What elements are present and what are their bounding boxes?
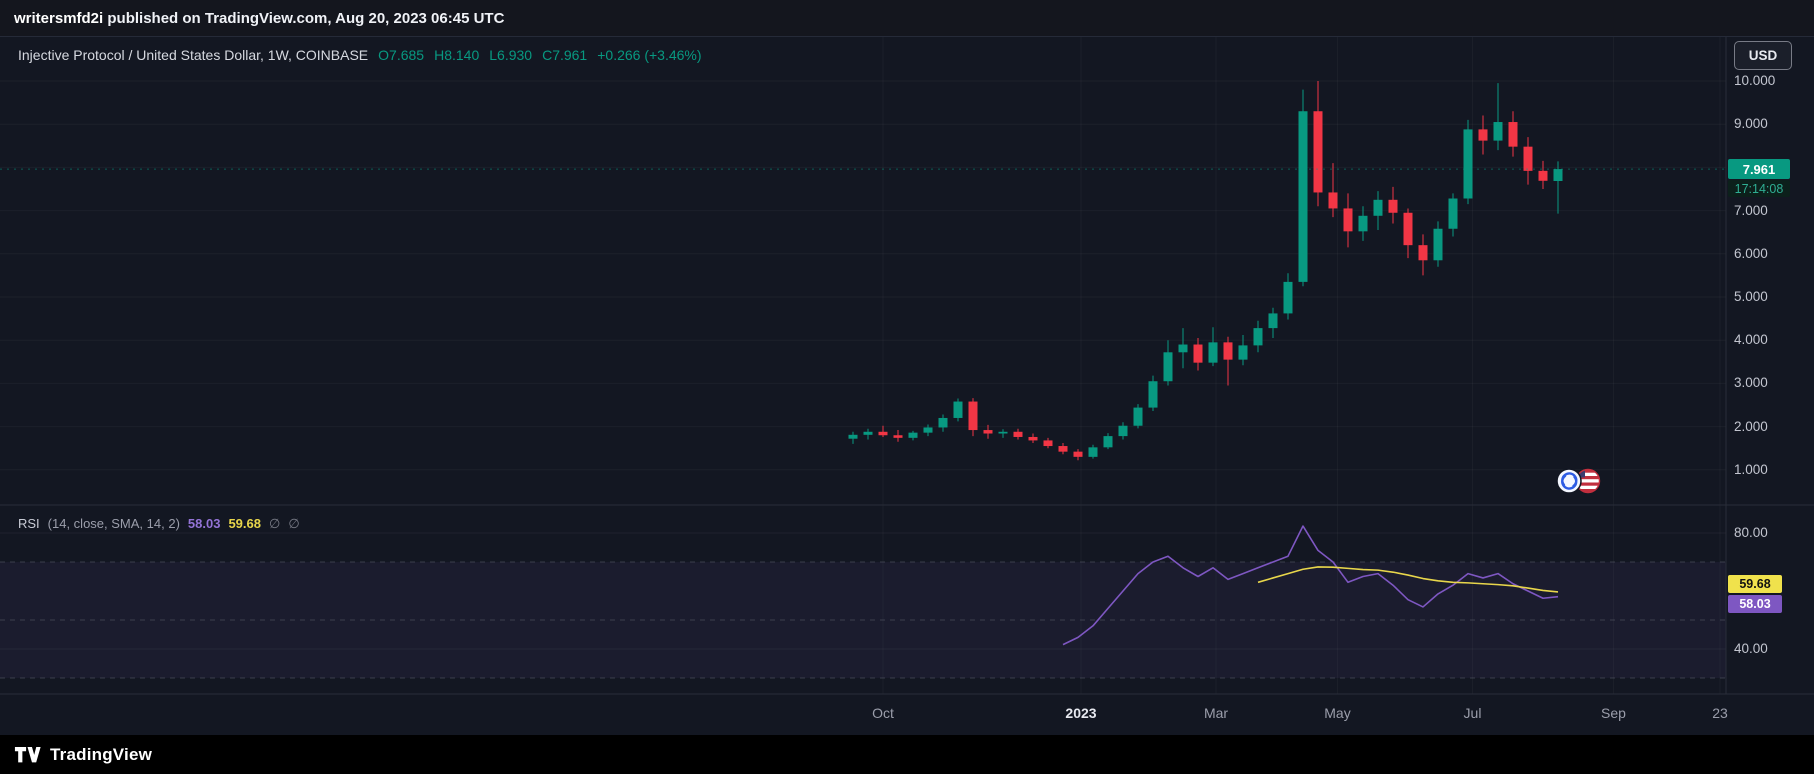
- tradingview-wordmark[interactable]: TradingView: [50, 744, 153, 764]
- rsi-legend: RSI (14, close, SMA, 14, 2) 58.03 59.68 …: [18, 516, 300, 532]
- rsi-value-badge: 58.03: [1728, 595, 1782, 613]
- current-price-badge: 7.961: [1728, 159, 1790, 179]
- usd-flag-icon: [1576, 469, 1600, 493]
- time-tick-label: Sep: [1601, 705, 1626, 721]
- time-tick-label: May: [1324, 705, 1351, 721]
- symbol-logo-pair: [1556, 467, 1602, 500]
- rsi-title: RSI: [18, 516, 40, 531]
- publish-info-text: published on TradingView.com, Aug 20, 20…: [103, 9, 505, 27]
- price-scale-label: 5.000: [1734, 289, 1768, 304]
- time-tick-label: Mar: [1203, 705, 1229, 721]
- footer-bar: TradingView: [0, 735, 1814, 774]
- coin-logos-icon: [1556, 468, 1601, 494]
- time-tick-label: Jul: [1463, 705, 1482, 721]
- time-tick-label: 2023: [1065, 705, 1097, 721]
- publish-banner: writersmfd2i published on TradingView.co…: [0, 0, 1814, 37]
- price-scale[interactable]: 10.000 9.000 7.000 6.000 5.000 4.000 3.000 2.00…: [1726, 37, 1814, 694]
- rsi-sma-badge: 59.68: [1728, 575, 1782, 593]
- time-tick-label: Oct: [872, 705, 894, 721]
- chart-plot-svg: [0, 37, 1814, 695]
- tradingview-logo-icon[interactable]: [14, 744, 41, 765]
- ohlc-close: C7.961: [542, 47, 588, 63]
- change-value: +0.266 (+3.46%): [597, 47, 702, 63]
- ohlc-open: O7.685: [378, 47, 425, 63]
- rsi-scale-label: 40.00: [1734, 641, 1768, 656]
- price-scale-label: 4.000: [1734, 332, 1768, 348]
- publish-username: writersmfd2i: [14, 9, 104, 27]
- chart-canvas[interactable]: Injective Protocol / United States Dolla…: [0, 37, 1814, 735]
- symbol-title: Injective Protocol / United States Dolla…: [18, 47, 369, 63]
- price-scale-label: 9.000: [1734, 116, 1768, 132]
- rsi-params: (14, close, SMA, 14, 2): [47, 516, 180, 531]
- price-scale-label: 7.000: [1734, 202, 1768, 218]
- rsi-sma-value: 59.68: [228, 516, 261, 531]
- price-scale-label: 6.000: [1734, 245, 1768, 261]
- rsi-hidden-plot-2: ∅: [288, 516, 300, 531]
- symbol-legend: Injective Protocol / United States Dolla…: [18, 47, 702, 63]
- bar-countdown-badge: 17:14:08: [1728, 180, 1790, 197]
- rsi-scale-label: 80.00: [1734, 525, 1768, 540]
- ohlc-high: H8.140: [434, 47, 480, 63]
- price-scale-label: 10.000: [1734, 73, 1776, 88]
- currency-toggle-button[interactable]: USD: [1734, 41, 1792, 70]
- time-tick-label: 23: [1712, 705, 1728, 721]
- rsi-hidden-plot-1: ∅: [269, 516, 281, 531]
- price-scale-label: 2.000: [1734, 418, 1768, 434]
- price-scale-label: 1.000: [1734, 461, 1768, 477]
- rsi-current-value: 58.03: [187, 516, 221, 531]
- price-scale-label: 3.000: [1734, 375, 1768, 391]
- ohlc-low: L6.930: [489, 47, 533, 63]
